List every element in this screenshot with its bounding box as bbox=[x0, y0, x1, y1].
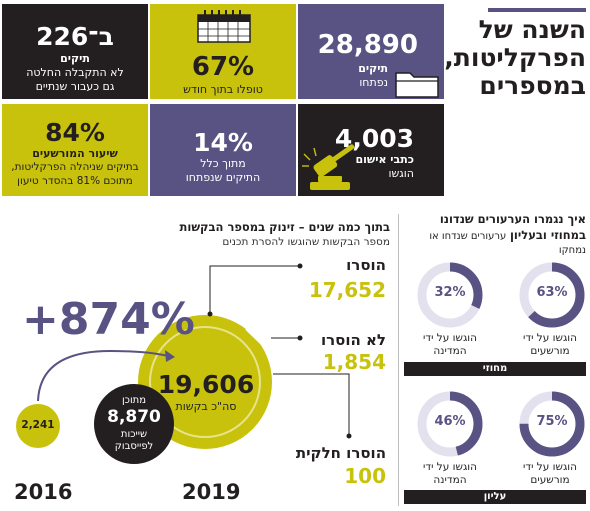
supreme-defendants-caption: הוגשו על ידי מורשעים bbox=[510, 461, 590, 487]
supreme-state-donut bbox=[417, 391, 483, 457]
removed-label: הוסרו bbox=[346, 256, 386, 274]
total-requests-value: 19,606 bbox=[157, 370, 255, 399]
not-removed-value: 1,854 bbox=[322, 350, 386, 374]
tile-of-all: 14% מתוך כלל התיקים שנפתחו bbox=[150, 104, 296, 196]
tile-of-all-label2: התיקים שנפתחו bbox=[185, 171, 261, 184]
appeals-heading-line2: במחוזי ובעליון ערעורים שנדחו או נמחקו bbox=[404, 228, 586, 256]
supreme-state-caption-line1: הוגשו על ידי bbox=[423, 461, 477, 473]
supreme-bar-label: עליון bbox=[483, 491, 507, 502]
district-defendants-caption-line2: מורשעים bbox=[530, 345, 570, 357]
facebook-prefix: מתוכן bbox=[121, 395, 147, 406]
tile-old-files-label3: גם כעבור שנתיים bbox=[35, 80, 115, 93]
supreme-defendants-donut bbox=[519, 391, 585, 457]
appeals-subheading: ערעורים שנדחו או נמחקו bbox=[429, 231, 586, 256]
tile-old-files: ב־226 תיקים לא התקבלה החלטה גם כעבור שנת… bbox=[2, 4, 148, 99]
requests-heading: בתוך כמה שנים – זינוק במספר הבקשות bbox=[179, 220, 390, 234]
tile-old-files-prefix: ב־ bbox=[88, 22, 114, 51]
district-defendants-caption-line1: הוגשו על ידי bbox=[523, 332, 577, 344]
year-2016: 2016 bbox=[14, 480, 73, 504]
district-defendants-pct: 63% bbox=[536, 285, 568, 300]
tile-old-files-label1: תיקים bbox=[60, 52, 90, 65]
tile-handled-month: 67% טופלו בתוך חודש bbox=[150, 4, 296, 99]
tile-handled-month-label: טופלו בתוך חודש bbox=[183, 83, 263, 96]
district-bar-label: מחוזי bbox=[482, 363, 508, 374]
tile-conviction-value: 84% bbox=[45, 118, 105, 147]
folder-icon bbox=[395, 72, 439, 98]
growth-percent: +874% bbox=[22, 294, 195, 345]
tile-files-opened-label2: נפתחו bbox=[359, 76, 388, 89]
bubble-2016-value: 2,241 bbox=[21, 419, 55, 431]
year-2019: 2019 bbox=[182, 480, 241, 504]
bubble-2016: 2,241 bbox=[16, 404, 60, 448]
supreme-state-caption: הוגשו על ידי המדינה bbox=[410, 461, 490, 487]
district-defendants-caption: הוגשו על ידי מורשעים bbox=[510, 332, 590, 358]
removed-value: 17,652 bbox=[308, 278, 386, 302]
appeals-heading-line1: איך נגמרו הערעורים שנדונו bbox=[439, 212, 586, 226]
supreme-state-pct: 46% bbox=[434, 414, 466, 429]
not-removed-label: לא הוסרו bbox=[320, 331, 386, 349]
tile-of-all-value: 14% bbox=[193, 128, 253, 157]
appeals-heading-courts: במחוזי ובעליון bbox=[509, 228, 586, 242]
facebook-label1: שייכות bbox=[120, 429, 148, 440]
facebook-value: 8,870 bbox=[107, 407, 161, 427]
supreme-defendants-caption-line1: הוגשו על ידי bbox=[523, 461, 577, 473]
tile-handled-month-value: 67% bbox=[191, 52, 255, 82]
calendar-icon bbox=[197, 10, 251, 43]
total-requests-label: סה"כ בקשות bbox=[175, 400, 237, 413]
district-state-caption: הוגשו על ידי המדינה bbox=[410, 332, 490, 358]
tile-old-files-label2: לא התקבלה החלטה bbox=[26, 66, 124, 79]
tile-of-all-label1: מתוך כלל bbox=[200, 157, 246, 170]
supreme-state-caption-line2: המדינה bbox=[433, 474, 467, 486]
supreme-defendants-caption-line2: מורשעים bbox=[530, 474, 570, 486]
district-state-caption-line2: המדינה bbox=[433, 345, 467, 357]
requests-subheading: מספר הבקשות שהוגשו להסרת תכנים bbox=[222, 236, 390, 248]
supreme-bar: עליון bbox=[404, 490, 586, 504]
gavel-icon bbox=[302, 144, 355, 190]
tile-indictments-label2: הוגשו bbox=[388, 167, 414, 180]
partial-label: הוסרו חלקית bbox=[295, 444, 386, 462]
facebook-label2: לפייסבוק bbox=[114, 441, 154, 452]
district-defendants-donut bbox=[519, 262, 585, 328]
page-title-line2: הפרקליטות, bbox=[444, 43, 586, 72]
appeals-donuts bbox=[417, 262, 585, 457]
supreme-defendants-donut-fill bbox=[519, 391, 585, 457]
tile-conviction: 84% שיעור המורשעים בתיקים שניהלה הפרקליט… bbox=[2, 104, 148, 196]
supreme-state-donut-fill bbox=[417, 391, 483, 457]
tile-indictments: 4,003 כתבי אישום הוגשו bbox=[298, 104, 444, 196]
appeals-divider bbox=[398, 214, 399, 506]
tile-old-files-value: ב־226 bbox=[2, 24, 148, 49]
district-bar: מחוזי bbox=[404, 362, 586, 376]
tile-files-opened-value: 28,890 bbox=[317, 30, 418, 60]
tile-files-opened: 28,890 תיקים נפתחו bbox=[298, 4, 444, 99]
tile-indictments-label1: כתבי אישום bbox=[355, 153, 414, 166]
tile-old-files-number: 226 bbox=[36, 22, 89, 51]
page-title-line1: השנה של bbox=[478, 15, 586, 44]
tile-conviction-label1: שיעור המורשעים bbox=[32, 147, 118, 160]
tile-conviction-label2: בתיקים שניהלה הפרקליטות, bbox=[11, 161, 139, 173]
district-state-caption-line1: הוגשו על ידי bbox=[423, 332, 477, 344]
district-state-donut-fill bbox=[417, 262, 483, 328]
tile-conviction-label3: מתוכם 81% בהסדר טיעון bbox=[17, 175, 133, 187]
header-accent-bar bbox=[488, 8, 586, 12]
district-state-donut bbox=[417, 262, 483, 328]
district-defendants-donut-fill bbox=[519, 262, 585, 328]
partial-value: 100 bbox=[344, 464, 386, 488]
bubble-facebook: מתוכן 8,870 שייכות לפייסבוק bbox=[94, 384, 174, 464]
district-state-pct: 32% bbox=[434, 285, 466, 300]
page-title: השנה של הפרקליטות, במספרים bbox=[444, 15, 586, 100]
supreme-defendants-pct: 75% bbox=[536, 414, 568, 429]
page-title-line3: במספרים bbox=[479, 71, 586, 100]
tile-files-opened-label1: תיקים bbox=[358, 62, 388, 75]
